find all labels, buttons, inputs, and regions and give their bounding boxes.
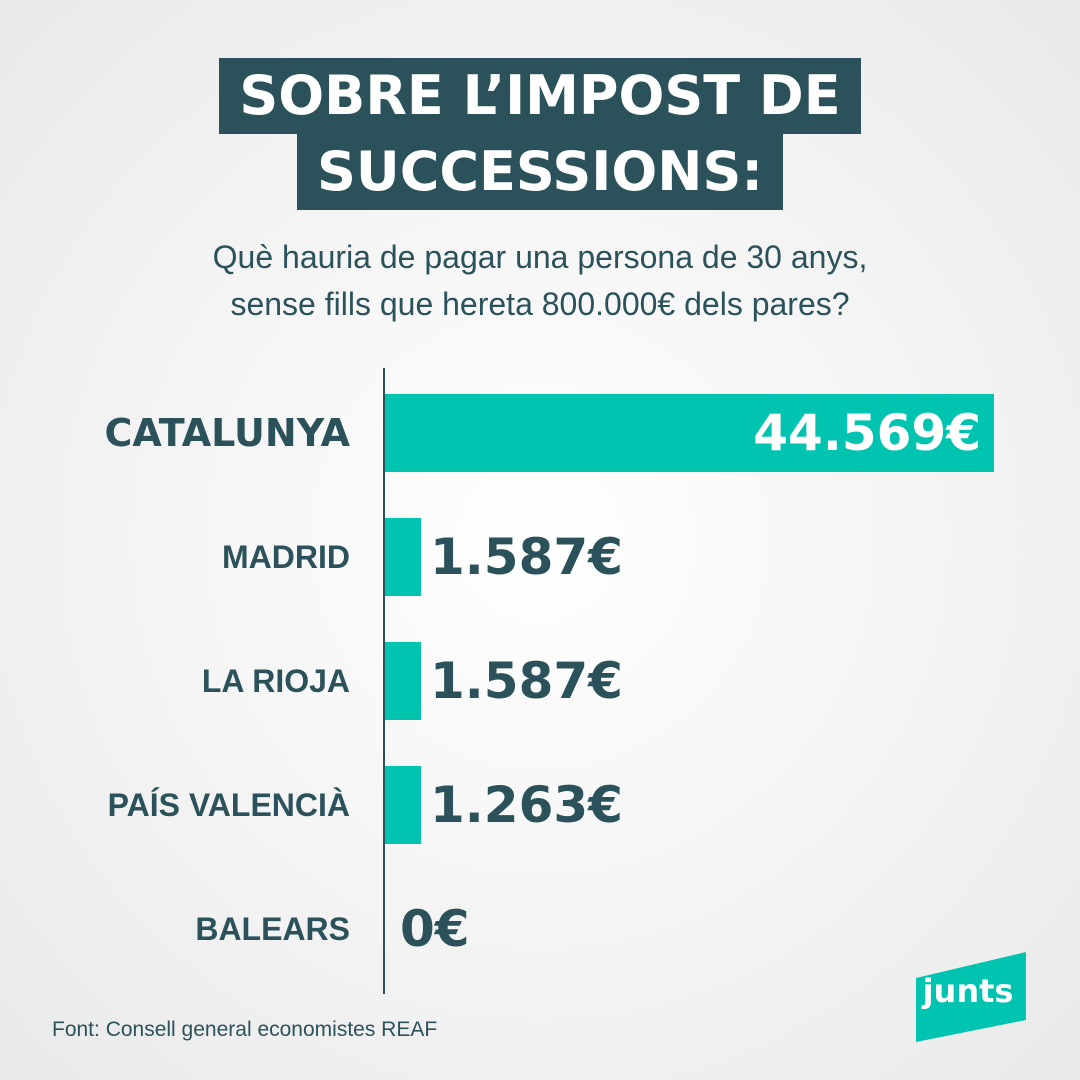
category-label-2: LA RIOJA <box>202 663 350 699</box>
junts-logo: junts <box>908 950 1028 1042</box>
subtitle-line-2: sense fills que hereta 800.000€ dels par… <box>230 286 850 322</box>
category-label-3: PAÍS VALENCIÀ <box>108 787 350 823</box>
value-label-4: 0€ <box>400 900 470 958</box>
bar-3 <box>385 766 421 844</box>
title-text-1: SOBRE L’IMPOST DE <box>219 58 861 134</box>
source-note: Font: Consell general economistes REAF <box>52 1018 438 1041</box>
title-line-2: SUCCESSIONS: <box>0 134 1080 210</box>
category-label-4: BALEARS <box>195 911 350 947</box>
title-text-2: SUCCESSIONS: <box>297 134 783 210</box>
category-label-0: CATALUNYA <box>104 411 350 455</box>
subtitle-line-1: Què hauria de pagar una persona de 30 an… <box>212 239 868 275</box>
logo-badge <box>916 952 1026 1042</box>
value-label-2: 1.587€ <box>430 652 623 710</box>
logo-text: junts <box>922 972 1014 1010</box>
category-label-1: MADRID <box>222 539 350 575</box>
value-label-3: 1.263€ <box>430 776 623 834</box>
value-label-1: 1.587€ <box>430 528 623 586</box>
bar-0 <box>385 394 994 472</box>
title-line-1: SOBRE L’IMPOST DE <box>0 58 1080 134</box>
subtitle: Què hauria de pagar una persona de 30 an… <box>0 234 1080 328</box>
bar-1 <box>385 518 421 596</box>
bar-2 <box>385 642 421 720</box>
value-label-0: 44.569€ <box>753 404 981 462</box>
